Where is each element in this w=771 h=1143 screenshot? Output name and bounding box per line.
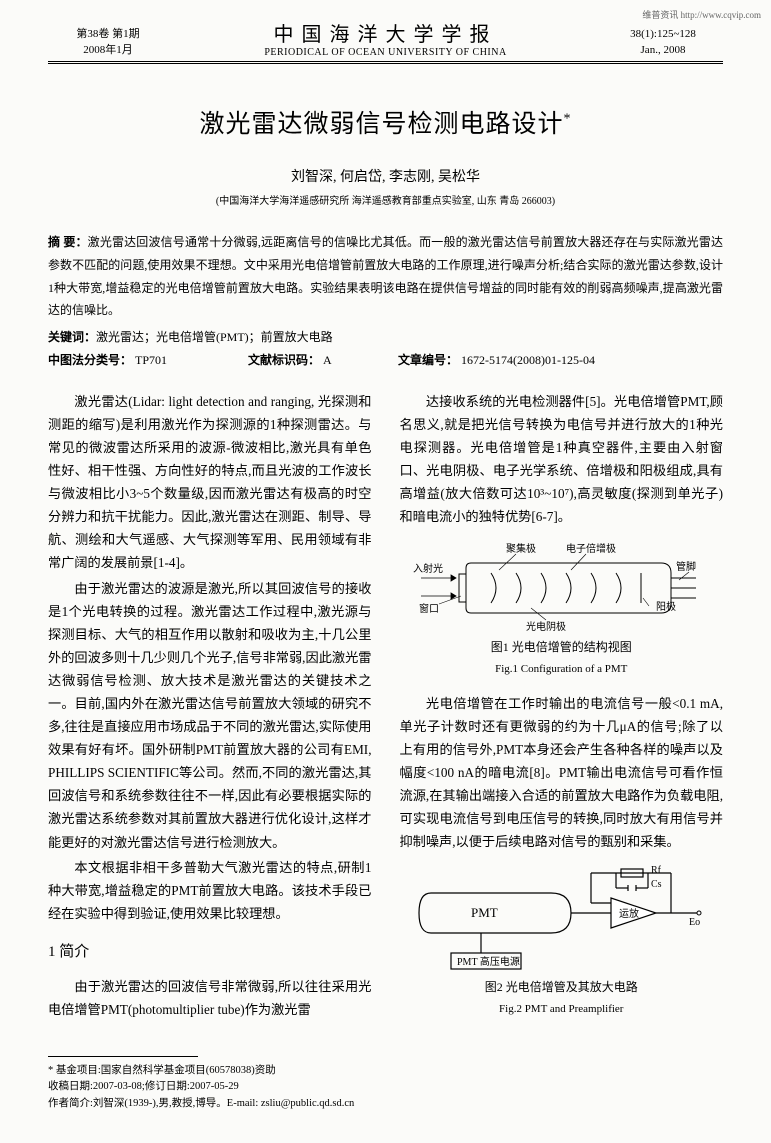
keywords-label: 关键词： [48,330,96,344]
doccode-label: 文献标识码： [248,353,320,367]
clc-value: TP701 [135,353,167,367]
classification-row: 中图法分类号： TP701 文献标识码： A 文章编号： 1672-5174(2… [48,349,723,372]
title-text: 激光雷达微弱信号检测电路设计 [199,111,563,138]
left-column: 激光雷达(Lidar: light detection and ranging,… [48,390,372,1032]
abstract-text: 激光雷达回波信号通常十分微弱,远距离信号的信噪比尤其低。而一般的激光雷达信号前置… [48,235,723,317]
section-heading: 1 简介 [48,939,372,965]
fig1-label-anode: 阳极 [656,600,676,613]
clc: 中图法分类号： TP701 [48,349,248,372]
header-center: 中国海洋大学学报 PERIODICAL OF OCEAN UNIVERSITY … [168,18,603,58]
journal-name-en: PERIODICAL OF OCEAN UNIVERSITY OF CHINA [168,47,603,58]
header-right: 38(1):125~128 Jan., 2008 [603,27,723,58]
articleno-label: 文章编号： [398,353,458,367]
fig1-caption-en: Fig.1 Configuration of a PMT [400,660,724,679]
pmt-preamp-svg: PMT PMT 高压电源 运放 Cs Rf Eo [411,863,711,973]
fig2-label-eo: Eo [689,917,700,928]
header-rule [48,63,723,64]
para: 由于激光雷达的波源是激光,所以其回波信号的接收是1个光电转换的过程。激光雷达工作… [48,577,372,854]
fig1-label-window: 窗口 [419,602,439,615]
footnote-rule [48,1056,198,1057]
keywords: 关键词：激光雷达；光电倍增管(PMT)；前置放大电路 [48,326,723,349]
article-title: 激光雷达微弱信号检测电路设计* [48,104,723,140]
fig1-label-inlight: 入射光 [413,562,443,575]
articleno-value: 1672-5174(2008)01-125-04 [461,353,595,367]
para: 达接收系统的光电检测器件[5]。光电倍增管PMT,顾名思义,就是把光信号转换为电… [400,390,724,529]
fig2-label-rf: Rf [651,865,662,876]
fig2-label-amp: 运放 [619,907,639,920]
footnote-funding: * 基金项目:国家自然科学基金项目(60578038)资助 [48,1063,723,1080]
doccode-value: A [323,353,332,367]
header-left: 第38卷 第1期 2008年1月 [48,27,168,58]
fig2-caption-cn: 图2 光电倍增管及其放大电路 [400,977,724,998]
fig1-label-pins: 管脚 [676,560,696,573]
journal-name-cn: 中国海洋大学学报 [168,18,603,47]
volume-issue: 第38卷 第1期 [48,27,168,42]
para: 本文根据非相干多普勒大气激光雷达的特点,研制1种大带宽,增益稳定的PMT前置放大… [48,856,372,925]
issue-date-en: Jan., 2008 [603,43,723,58]
para: 由于激光雷达的回波信号非常微弱,所以往往采用光电倍增管PMT(photomult… [48,975,372,1021]
abstract: 摘 要：激光雷达回波信号通常十分微弱,远距离信号的信噪比尤其低。而一般的激光雷达… [48,231,723,322]
fig2-caption-en: Fig.2 PMT and Preamplifier [400,1000,724,1019]
para: 光电倍增管在工作时输出的电流信号一般<0.1 mA,单光子计数时还有更微弱的约为… [400,692,724,854]
affiliation: (中国海洋大学海洋遥感研究所 海洋遥感教育部重点实验室, 山东 青岛 26600… [48,192,723,207]
footnote-dates: 收稿日期:2007-03-08;修订日期:2007-05-29 [48,1079,723,1096]
fig1-label-focus: 聚集极 [506,542,536,555]
body-columns: 激光雷达(Lidar: light detection and ranging,… [48,390,723,1032]
watermark: 维普资讯 http://www.cqvip.com [642,8,761,21]
para: 激光雷达(Lidar: light detection and ranging,… [48,390,372,575]
fig2-label-hv: PMT 高压电源 [457,955,520,968]
fig2-label-pmt: PMT [471,905,498,920]
figure-1: 入射光 窗口 聚集极 电子倍增极 管脚 阳极 光电阴极 [400,538,724,679]
abstract-label: 摘 要： [48,235,88,249]
issue-date-cn: 2008年1月 [48,43,168,58]
page-range: 38(1):125~128 [603,27,723,42]
figure-2: PMT PMT 高压电源 运放 Cs Rf Eo 图2 光电倍增管及其放大电路 … [400,863,724,1019]
fig1-caption-cn: 图1 光电倍增管的结构视图 [400,637,724,658]
doc-code: 文献标识码： A [248,349,398,372]
pmt-structure-svg: 入射光 窗口 聚集极 电子倍增极 管脚 阳极 光电阴极 [411,538,711,633]
footnotes: * 基金项目:国家自然科学基金项目(60578038)资助 收稿日期:2007-… [48,1063,723,1113]
page: 维普资讯 http://www.cqvip.com 第38卷 第1期 2008年… [0,0,771,1143]
article-no: 文章编号： 1672-5174(2008)01-125-04 [398,349,723,372]
fig1-label-cathode: 光电阴极 [526,620,566,633]
right-column: 达接收系统的光电检测器件[5]。光电倍增管PMT,顾名思义,就是把光信号转换为电… [400,390,724,1032]
title-note-marker: * [564,112,572,127]
journal-header: 第38卷 第1期 2008年1月 中国海洋大学学报 PERIODICAL OF … [48,18,723,62]
clc-label: 中图法分类号： [48,353,132,367]
fig2-label-cs: Cs [651,879,662,890]
footnote-author: 作者简介:刘智深(1939-),男,教授,博导。E-mail: zsliu@pu… [48,1096,723,1113]
authors: 刘智深, 何启岱, 李志刚, 吴松华 [48,166,723,186]
fig1-label-dynode: 电子倍增极 [566,542,616,555]
keywords-text: 激光雷达；光电倍增管(PMT)；前置放大电路 [96,330,333,344]
